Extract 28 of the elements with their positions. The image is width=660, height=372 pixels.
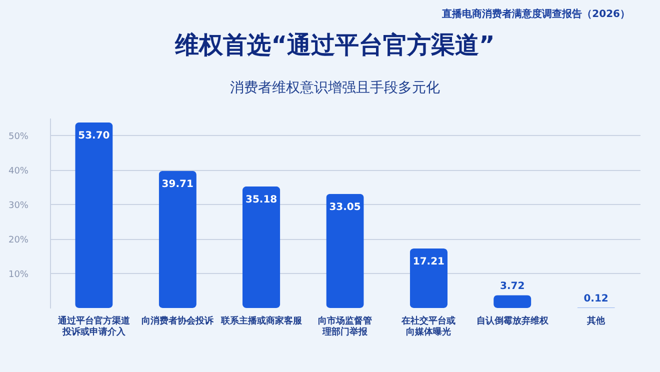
y-tick-label: 20% [8, 235, 29, 246]
bar [158, 170, 196, 308]
text: 直播电商消费者满意度调查报告（2026） [441, 8, 630, 20]
data-label: 3.72 [500, 281, 525, 292]
y-tick-label: 40% [8, 166, 29, 176]
x-tick-label: 向市场监督管理部门举报 [318, 316, 372, 338]
data-label: 17.21 [412, 256, 445, 268]
bar [326, 194, 364, 308]
bar [75, 122, 113, 308]
y-tick-label: 30% [8, 200, 29, 211]
data-label: 39.71 [162, 178, 194, 190]
x-tick-label: 自认倒霉放弃维权 [476, 316, 550, 326]
data-label: 53.70 [78, 130, 110, 142]
x-tick-label: 在社交平台或向媒体曝光 [400, 316, 456, 338]
bar [242, 186, 280, 308]
y-tick-label: 10% [8, 270, 29, 280]
data-label: 35.18 [245, 194, 278, 206]
x-tick-label: 通过平台官方渠道投诉或申请介入 [56, 316, 131, 338]
x-tick-label: 其他 [586, 316, 606, 326]
y-tick-label: 50% [8, 132, 29, 142]
bar [494, 295, 532, 308]
bar [410, 248, 448, 308]
x-tick-label: 联系主播或商家客服 [220, 316, 303, 326]
chart-subtitle: 消费者维权意识增强且手段多元化 [230, 80, 440, 96]
chart-title: 维权首选“通过平台官方渠道” [174, 31, 495, 59]
x-tick-label: 向消费者协会投诉 [142, 316, 215, 326]
data-label: 0.12 [584, 294, 608, 305]
data-label: 33.05 [329, 202, 361, 213]
